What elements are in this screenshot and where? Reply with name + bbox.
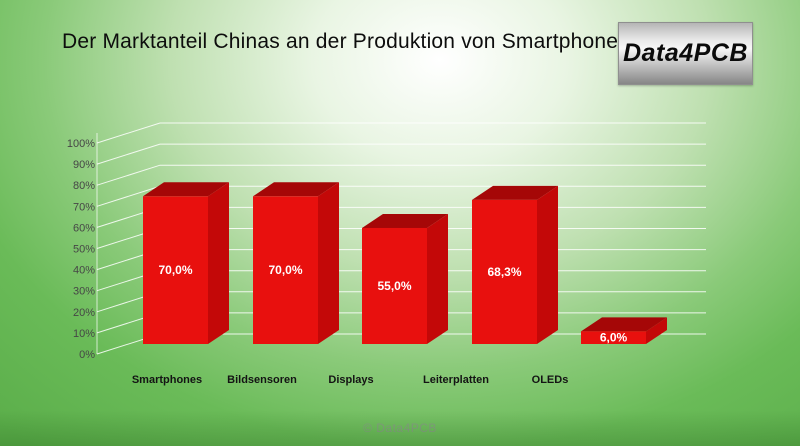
bar-front-face	[472, 199, 537, 344]
bar-side-face	[318, 182, 339, 344]
y-axis-tick-label: 60%	[73, 222, 95, 234]
gridline	[96, 122, 706, 144]
y-axis-tick-label: 30%	[73, 286, 95, 298]
y-axis-tick-label: 20%	[73, 307, 95, 319]
bar-value-label: 70,0%	[158, 263, 192, 277]
y-axis-tick-label: 100%	[67, 138, 95, 150]
y-axis-tick-label: 70%	[73, 201, 95, 213]
bar-value-label: 6,0%	[600, 331, 628, 345]
y-axis-tick-label: 40%	[73, 265, 95, 277]
bar-side-face	[427, 213, 448, 344]
bar-side-face	[537, 185, 558, 344]
bar-top-face	[253, 182, 339, 197]
category-label: Smartphones	[132, 374, 202, 386]
bar-top-face	[581, 317, 667, 332]
y-axis-tick-label: 50%	[73, 244, 95, 256]
category-label: Leiterplatten	[423, 374, 489, 386]
bar-top-face	[143, 182, 229, 197]
y-axis-tick-label: 90%	[73, 159, 95, 171]
bar-front-face	[362, 227, 427, 344]
bar-value-label: 68,3%	[487, 265, 521, 279]
data4pcb-logo: Data4PCB	[618, 22, 753, 85]
copyright-watermark: © Data4PCB	[363, 421, 437, 435]
gridline	[96, 143, 706, 165]
y-axis-tick-label: 80%	[73, 180, 95, 192]
bar-side-face	[646, 317, 667, 344]
bar-value-label: 70,0%	[268, 263, 302, 277]
bar-front-face	[143, 196, 208, 344]
y-axis-tick-label: 10%	[73, 328, 95, 340]
bar-front-face	[581, 331, 646, 344]
category-label: Displays	[328, 374, 373, 386]
logo-text: Data4PCB	[623, 39, 748, 67]
bar-front-face	[253, 196, 318, 344]
category-label: OLEDs	[532, 374, 569, 386]
bar-value-label: 55,0%	[377, 279, 411, 293]
chart-title: Der Marktanteil Chinas an der Produktion…	[62, 30, 629, 53]
category-label: Bildsensoren	[227, 374, 297, 386]
bar-top-face	[472, 185, 558, 200]
gridline	[96, 164, 706, 186]
y-axis-tick-label: 0%	[79, 349, 95, 361]
bar-side-face	[208, 182, 229, 344]
bar-top-face	[362, 213, 448, 228]
